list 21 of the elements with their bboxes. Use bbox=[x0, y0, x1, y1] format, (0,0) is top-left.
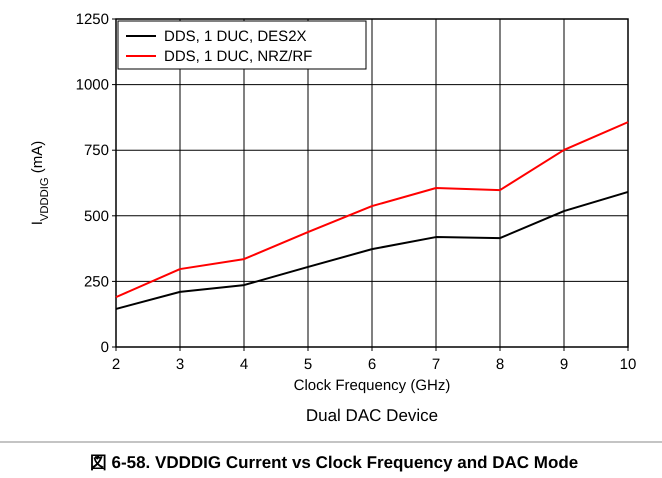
x-axis-title: Clock Frequency (GHz) bbox=[294, 377, 450, 394]
line-series bbox=[115, 121, 629, 298]
x-tick-label: 2 bbox=[112, 356, 120, 373]
x-tick-label: 5 bbox=[304, 356, 312, 373]
y-tick-label: 500 bbox=[84, 208, 109, 225]
text: Dual DAC Device bbox=[306, 406, 438, 425]
x-tick-label: 8 bbox=[496, 356, 504, 373]
y-tick-label: 0 bbox=[100, 339, 109, 356]
y-tick-label: 250 bbox=[84, 273, 109, 290]
x-tick-label: 9 bbox=[560, 356, 568, 373]
legend-label: DDS, 1 DUC, NRZ/RF bbox=[164, 48, 312, 65]
x-tick-label: 10 bbox=[620, 356, 636, 373]
x-tick-label: 3 bbox=[176, 356, 184, 373]
legend-label: DDS, 1 DUC, DES2X bbox=[164, 28, 307, 45]
x-tick-label: 6 bbox=[368, 356, 376, 373]
x-tick-label: 7 bbox=[432, 356, 440, 373]
x-tick-label: 4 bbox=[240, 356, 248, 373]
text: 図 6-58. VDDDIG Current vs Clock Frequency and DAC Mode bbox=[90, 453, 578, 472]
y-tick-label: 1000 bbox=[76, 76, 109, 94]
y-tick-label: 1250 bbox=[76, 11, 109, 28]
y-tick-label: 750 bbox=[84, 142, 109, 160]
